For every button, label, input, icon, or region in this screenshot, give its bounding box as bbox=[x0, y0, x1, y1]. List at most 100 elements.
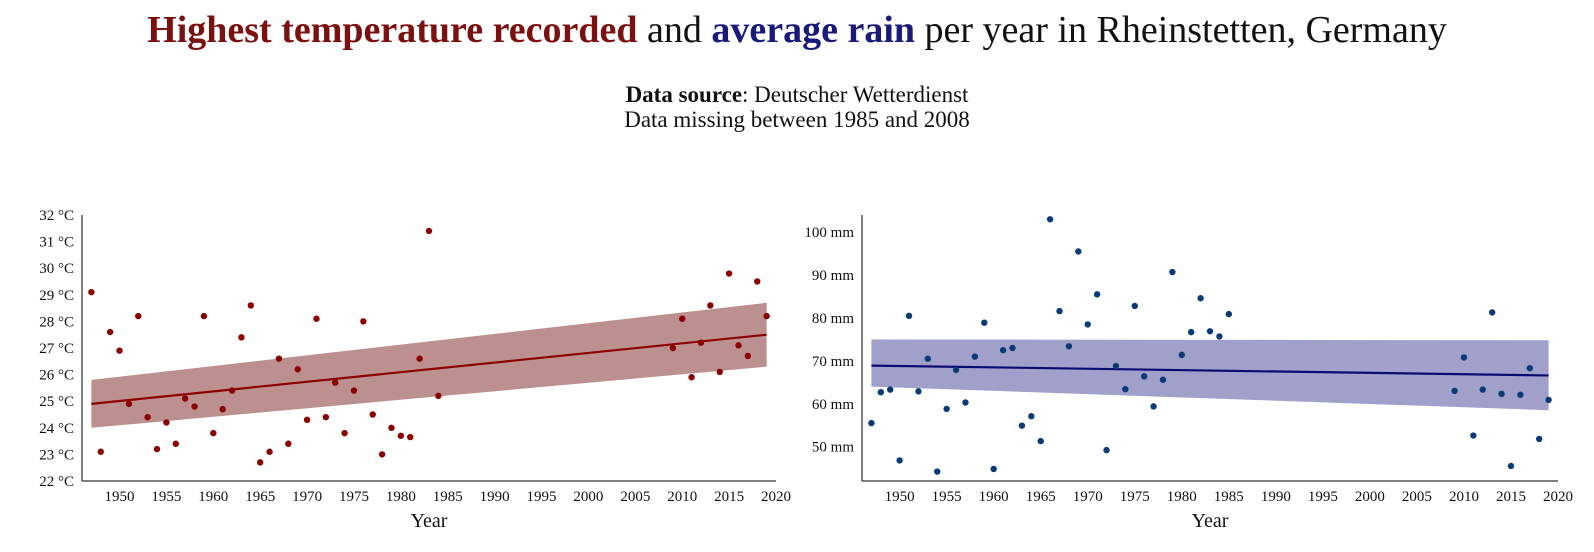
rain-y-tick-label: 70 mm bbox=[812, 354, 854, 370]
temp-data-point bbox=[200, 312, 208, 320]
temp-x-tick-label: 1990 bbox=[480, 489, 510, 505]
rain-data-point bbox=[1131, 302, 1138, 310]
rain-x-tick-label: 2000 bbox=[1355, 489, 1385, 505]
rain-data-point bbox=[1479, 386, 1486, 393]
chart-title: Highest temperature recorded and average… bbox=[0, 6, 1594, 54]
temp-data-point bbox=[163, 419, 170, 426]
rain-data-point bbox=[934, 468, 941, 475]
temp-data-point bbox=[266, 448, 273, 455]
temp-data-point bbox=[725, 270, 733, 277]
temp-y-tick-label: 28 °C bbox=[39, 314, 74, 330]
data-source-value: : Deutscher Wetterdienst bbox=[742, 82, 969, 107]
rain-data-point bbox=[1526, 364, 1533, 372]
temp-data-point bbox=[322, 413, 330, 421]
rain-data-point bbox=[877, 388, 885, 396]
temp-data-point bbox=[172, 440, 179, 447]
rain-x-tick-label: 1980 bbox=[1167, 489, 1197, 505]
temp-data-point bbox=[247, 302, 255, 309]
rain-confidence-band bbox=[871, 339, 1549, 411]
rain-data-point bbox=[1028, 413, 1035, 420]
rain-y-tick-label: 80 mm bbox=[812, 311, 854, 327]
rain-y-tick-label: 100 mm bbox=[804, 225, 854, 241]
rain-data-point bbox=[1498, 390, 1505, 398]
rain-data-point bbox=[1225, 310, 1233, 318]
rain-x-tick-label: 1955 bbox=[932, 489, 962, 505]
temp-x-tick-label: 1970 bbox=[292, 489, 322, 505]
rain-data-point bbox=[1122, 385, 1129, 393]
rain-data-point bbox=[1046, 216, 1054, 223]
temp-data-point bbox=[88, 288, 95, 296]
temp-data-point bbox=[697, 339, 705, 346]
rain-data-point bbox=[896, 457, 903, 464]
temp-data-point bbox=[294, 366, 301, 373]
rain-data-point bbox=[924, 355, 932, 362]
temp-x-tick-label: 1960 bbox=[198, 489, 228, 505]
temp-x-tick-label: 1955 bbox=[151, 489, 181, 505]
temp-x-tick-label: 1980 bbox=[386, 489, 416, 505]
rain-data-point bbox=[1460, 354, 1468, 361]
rain-x-tick-label: 2015 bbox=[1496, 489, 1526, 505]
temp-data-point bbox=[275, 355, 283, 362]
temp-data-point bbox=[341, 429, 348, 437]
rain-x-tick-label: 1985 bbox=[1214, 489, 1244, 505]
data-source-label: Data source bbox=[625, 82, 743, 107]
rain-data-point bbox=[1507, 462, 1515, 470]
temp-x-tick-label: 1950 bbox=[105, 489, 135, 505]
temp-x-tick-label: 2020 bbox=[761, 489, 791, 505]
rain-data-point bbox=[1009, 344, 1016, 352]
temp-y-tick-label: 25 °C bbox=[39, 394, 74, 410]
temp-data-point bbox=[285, 440, 292, 447]
temp-x-tick-label: 2005 bbox=[620, 489, 650, 505]
temp-trend-line bbox=[91, 333, 767, 405]
temp-data-point bbox=[360, 318, 367, 325]
temp-data-point bbox=[763, 312, 770, 320]
rain-data-point bbox=[1488, 309, 1496, 316]
rain-y-tick-label: 60 mm bbox=[812, 397, 854, 413]
temp-data-point bbox=[228, 387, 236, 394]
data-missing-note: Data missing between 1985 and 2008 bbox=[624, 107, 970, 132]
rain-x-tick-label: 1970 bbox=[1073, 489, 1103, 505]
temp-data-point bbox=[369, 411, 376, 418]
temp-y-tick-label: 32 °C bbox=[39, 208, 74, 224]
temp-data-point bbox=[416, 355, 423, 362]
temp-data-point bbox=[106, 328, 114, 336]
rain-data-point bbox=[1470, 432, 1477, 439]
rain-y-tick-label: 50 mm bbox=[812, 440, 854, 456]
rain-data-point bbox=[990, 465, 997, 473]
title-connector: and bbox=[637, 9, 712, 51]
temp-data-point bbox=[735, 342, 742, 349]
rain-data-point bbox=[1517, 391, 1524, 398]
rain-data-point bbox=[1169, 268, 1176, 276]
temp-y-tick-label: 23 °C bbox=[39, 447, 74, 463]
rain-data-point bbox=[1545, 396, 1552, 404]
temp-data-point bbox=[425, 227, 433, 235]
rain-data-point bbox=[999, 346, 1007, 354]
rain-data-point bbox=[905, 312, 913, 320]
temp-data-point bbox=[350, 387, 358, 394]
rain-data-point bbox=[868, 419, 875, 427]
temp-data-point bbox=[191, 403, 198, 410]
temp-y-tick-label: 26 °C bbox=[39, 368, 74, 384]
title-temperature-part: Highest temperature recorded bbox=[147, 9, 638, 51]
rain-x-tick-label: 2020 bbox=[1543, 489, 1573, 505]
temp-x-tick-label: 2000 bbox=[573, 489, 603, 505]
temp-data-point bbox=[303, 416, 311, 424]
rain-data-point bbox=[943, 405, 950, 413]
temp-data-point bbox=[125, 400, 133, 408]
temp-data-point bbox=[116, 347, 123, 354]
temp-data-point bbox=[688, 374, 695, 381]
rain-data-point bbox=[1159, 376, 1167, 383]
temp-x-tick-label: 2010 bbox=[667, 489, 697, 505]
rain-data-point bbox=[1140, 373, 1148, 380]
rain-x-tick-label: 1995 bbox=[1308, 489, 1338, 505]
temp-x-tick-label: 1975 bbox=[339, 489, 369, 505]
temp-data-point bbox=[181, 395, 189, 402]
temp-data-point bbox=[388, 424, 395, 431]
rain-x-tick-label: 1950 bbox=[885, 489, 915, 505]
temp-y-tick-label: 22 °C bbox=[39, 474, 74, 490]
rain-x-tick-label: 1990 bbox=[1261, 489, 1291, 505]
rain-data-point bbox=[1150, 403, 1157, 410]
temp-y-tick-label: 31 °C bbox=[39, 235, 74, 251]
rain-data-point bbox=[1216, 333, 1223, 340]
